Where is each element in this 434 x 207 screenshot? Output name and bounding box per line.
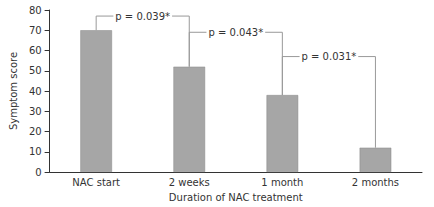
svg-text:30: 30 — [29, 106, 42, 117]
svg-text:40: 40 — [29, 86, 42, 97]
svg-text:20: 20 — [29, 126, 42, 137]
svg-text:p = 0.039*: p = 0.039* — [115, 11, 170, 22]
svg-text:2 months: 2 months — [352, 177, 399, 188]
svg-text:70: 70 — [29, 25, 42, 36]
svg-text:1 month: 1 month — [261, 177, 303, 188]
svg-text:50: 50 — [29, 65, 42, 76]
svg-text:Symptom score: Symptom score — [8, 52, 19, 130]
svg-text:60: 60 — [29, 45, 42, 56]
svg-text:p = 0.043*: p = 0.043* — [208, 27, 263, 38]
svg-text:p = 0.031*: p = 0.031* — [302, 51, 357, 62]
svg-text:NAC start: NAC start — [72, 177, 120, 188]
svg-text:2 weeks: 2 weeks — [169, 177, 210, 188]
svg-text:0: 0 — [35, 167, 41, 178]
svg-text:10: 10 — [29, 146, 42, 157]
svg-text:Duration of NAC treatment: Duration of NAC treatment — [169, 192, 303, 203]
svg-text:80: 80 — [29, 5, 42, 16]
